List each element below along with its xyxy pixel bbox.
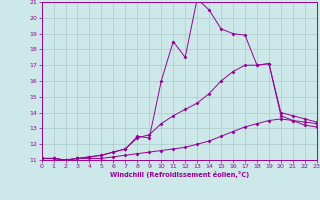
X-axis label: Windchill (Refroidissement éolien,°C): Windchill (Refroidissement éolien,°C)	[109, 171, 249, 178]
